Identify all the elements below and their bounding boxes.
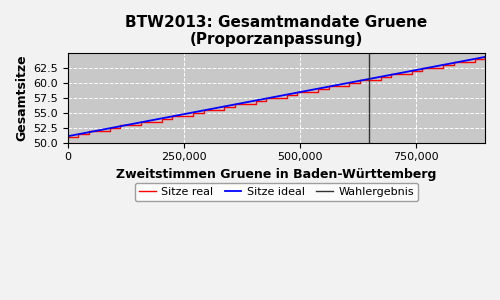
Sitze ideal	[398, 71, 404, 75]
Line: Sitze ideal: Sitze ideal	[68, 57, 485, 136]
Legend: Sitze real, Sitze ideal, Wahlergebnis: Sitze real, Sitze ideal, Wahlergebnis	[135, 182, 418, 201]
Sitze ideal	[65, 134, 71, 138]
Sitze real	[294, 90, 300, 94]
Sitze real	[378, 78, 384, 82]
Sitze real	[482, 54, 488, 58]
Y-axis label: Gesamtsitze: Gesamtsitze	[15, 54, 28, 141]
Sitze real	[440, 63, 446, 67]
Sitze ideal	[234, 102, 239, 106]
Sitze real	[326, 84, 332, 88]
Sitze ideal	[108, 126, 114, 130]
Sitze real	[430, 66, 436, 70]
Sitze real	[409, 72, 415, 76]
Sitze ideal	[482, 55, 488, 59]
Sitze real	[65, 135, 71, 139]
Sitze ideal	[352, 80, 358, 84]
Title: BTW2013: Gesamtmandate Gruene
(Proporzanpassung): BTW2013: Gesamtmandate Gruene (Proporzan…	[126, 15, 428, 47]
Sitze ideal	[248, 100, 254, 103]
X-axis label: Zweitstimmen Gruene in Baden-Württemberg: Zweitstimmen Gruene in Baden-Württemberg	[116, 168, 436, 181]
Sitze ideal	[390, 73, 396, 76]
Line: Sitze real: Sitze real	[68, 56, 485, 137]
